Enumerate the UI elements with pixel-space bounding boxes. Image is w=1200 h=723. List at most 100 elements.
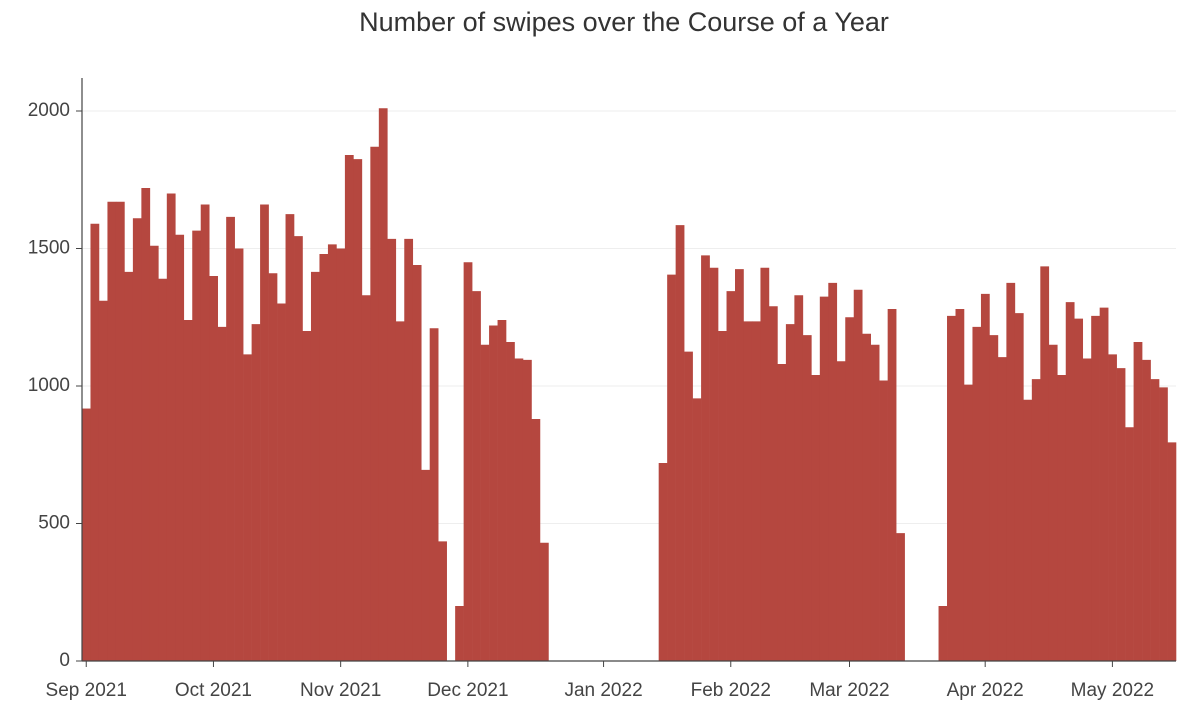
bar [506,342,515,661]
bar [327,244,337,661]
bar [794,295,804,661]
bar [115,201,125,661]
bar [192,230,202,661]
bar [1150,379,1160,661]
bar [480,344,490,661]
bar [82,408,91,661]
bar [421,469,431,661]
bar [243,354,252,661]
bar [1031,379,1041,661]
x-tick-label: Feb 2022 [691,680,771,701]
bar [361,295,371,661]
bar [285,214,295,661]
x-tick-label: Oct 2021 [175,680,252,701]
bar [675,225,685,661]
bar [862,333,871,661]
bar [947,315,956,661]
bar [344,155,354,661]
bar [260,204,269,661]
bar [802,335,812,661]
bar [294,236,303,661]
bar [1006,282,1016,661]
x-tick-label: Jan 2022 [564,680,642,701]
x-tick-label: Nov 2021 [300,680,381,701]
bar [887,309,897,661]
bar [1116,368,1126,661]
y-tick-label: 500 [38,513,70,534]
bar [336,248,346,661]
bar [455,606,464,661]
bar [777,364,787,661]
bar [972,326,982,661]
bar [1048,344,1058,661]
y-tick-label: 1500 [28,238,70,259]
bar [1014,313,1024,661]
bar [124,271,134,661]
bar [277,303,286,661]
bar [997,357,1007,661]
x-tick-label: Mar 2022 [809,680,889,701]
bar [438,541,447,661]
bar [522,359,532,661]
bar [404,238,414,661]
bar [149,245,159,661]
bar [268,273,278,661]
bar [378,108,388,661]
bar [667,274,676,661]
bar [1091,315,1100,661]
bar [963,384,973,661]
bar [90,223,100,661]
y-tick-label: 0 [59,650,70,671]
bar [726,291,736,661]
bar [819,296,829,661]
bar [302,331,312,661]
bar [107,201,117,661]
bar [718,331,727,661]
bar [1023,399,1033,661]
bar [234,248,244,661]
bar [879,380,888,661]
bar [811,375,821,661]
bar [539,542,549,661]
bar [751,321,761,661]
bar [98,300,108,661]
bar [658,463,668,661]
bar [980,293,990,661]
bar [183,320,193,661]
bar [845,317,855,661]
bar [692,398,702,661]
bar [709,267,719,661]
bar [896,533,905,661]
bar [836,361,846,661]
bar [310,271,320,661]
x-tick-label: Apr 2022 [947,680,1024,701]
bars [82,108,1177,661]
bar [870,344,880,661]
bar [760,267,770,661]
bar [1167,442,1177,661]
bar [989,335,999,661]
bar [209,276,218,661]
bar [497,320,507,661]
bar [684,351,693,661]
bar [768,306,778,661]
bar [387,238,397,661]
axes: 0 500 1000 1500 2000 Sep 2021 Oct 2021 Nov 2021… [28,78,1176,701]
bar [1125,427,1134,661]
bar [828,282,838,661]
bar [1133,342,1143,661]
y-tick-label: 2000 [28,100,70,121]
bar [938,606,948,661]
bar [132,218,142,661]
y-tick-label: 1000 [28,375,70,396]
x-tick-label: Sep 2021 [46,680,127,701]
bar [785,324,795,661]
bar [319,254,329,661]
bar [1074,318,1084,661]
bar [489,325,498,661]
bar [1082,358,1092,661]
bar [251,324,261,661]
bar [141,188,151,661]
bar [166,193,176,661]
